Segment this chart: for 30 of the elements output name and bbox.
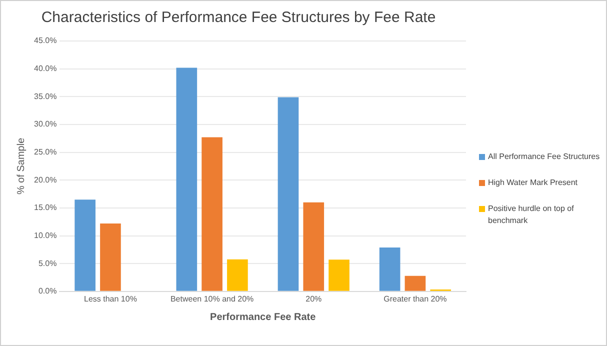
bar [303, 202, 324, 291]
y-tick-label: 35.0% [34, 92, 57, 101]
y-tick-label: 30.0% [34, 120, 57, 129]
x-axis-title: Performance Fee Rate [210, 312, 316, 323]
y-tick-label: 10.0% [34, 230, 57, 240]
bar [328, 260, 350, 291]
x-tick-label: 20% [306, 294, 322, 304]
bar [404, 276, 426, 291]
y-axis-title: % of Sample [16, 137, 27, 195]
bar [278, 97, 299, 291]
x-tick-label: Between 10% and 20% [170, 294, 254, 304]
y-tick-label: 20.0% [34, 175, 57, 184]
bar [227, 259, 248, 291]
y-tick-label: 5.0% [38, 258, 57, 268]
legend-label: Positive hurdle on top of benchmark [488, 203, 575, 227]
bar [202, 137, 222, 291]
y-tick-label: 25.0% [34, 147, 57, 156]
legend-label: High Water Mark Present [488, 177, 578, 189]
x-tick-label: Less than 10% [84, 294, 137, 304]
y-tick-label: 15.0% [34, 203, 57, 212]
x-tick-label: Greater than 20% [384, 294, 447, 304]
y-tick-label: 40.0% [34, 64, 57, 74]
legend-label: All Performance Fee Structures [488, 151, 600, 163]
y-tick-label: 0.0% [38, 286, 57, 296]
y-tick-label: 45.0% [34, 36, 57, 46]
bar [100, 224, 121, 291]
bar [176, 68, 198, 291]
bar [379, 247, 400, 291]
bar [74, 200, 96, 291]
chart-title: Characteristics of Performance Fee Structures by Fee Rate [41, 9, 436, 26]
